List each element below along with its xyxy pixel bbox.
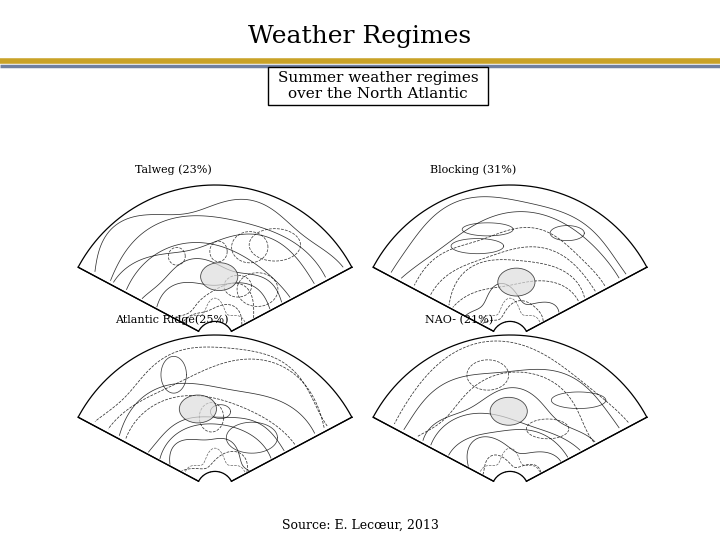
- Text: Source: E. Lecœur, 2013: Source: E. Lecœur, 2013: [282, 518, 438, 531]
- Ellipse shape: [490, 397, 527, 425]
- FancyBboxPatch shape: [268, 67, 488, 105]
- Text: Weather Regimes: Weather Regimes: [248, 25, 472, 49]
- Text: Atlantic Ridge(25%): Atlantic Ridge(25%): [115, 314, 228, 325]
- Ellipse shape: [179, 395, 217, 423]
- Ellipse shape: [498, 268, 535, 296]
- Text: NAO- (21%): NAO- (21%): [425, 315, 493, 325]
- Ellipse shape: [201, 262, 238, 291]
- Text: Talweg (23%): Talweg (23%): [135, 165, 212, 175]
- Text: Summer weather regimes
over the North Atlantic: Summer weather regimes over the North At…: [278, 71, 478, 101]
- Text: Blocking (31%): Blocking (31%): [430, 165, 516, 175]
